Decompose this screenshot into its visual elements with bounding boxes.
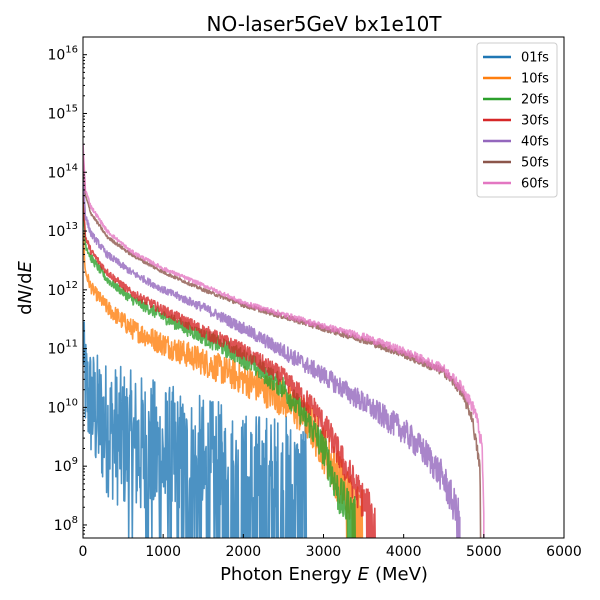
y-axis: 108 109 1010 1011 1012 1013 1014 1015 1016 <box>47 36 87 539</box>
y-tick-label: 1015 <box>47 103 78 122</box>
y-axis-label: dN/dE <box>15 260 36 314</box>
y-axis-label-d1: d <box>15 303 36 314</box>
legend-frame <box>476 42 558 198</box>
y-tick-label: 1011 <box>47 339 78 358</box>
x-axis: 0 1000 2000 3000 4000 5000 6000 <box>79 534 582 560</box>
legend-label-30fs: 30fs <box>521 114 549 129</box>
x-tick-label: 2000 <box>226 544 262 560</box>
series-line-50fs <box>83 153 482 538</box>
legend: 01fs 10fs 20fs 30fs 40fs 50fs 60fs <box>476 42 558 198</box>
series-line-40fs <box>83 167 461 538</box>
y-axis-label-mid: /d <box>15 272 36 290</box>
legend-label-20fs: 20fs <box>521 93 549 108</box>
y-tick-label: 1010 <box>47 397 78 416</box>
legend-label-40fs: 40fs <box>521 135 549 150</box>
y-tick-label: 1016 <box>47 45 78 64</box>
x-axis-label-text: Photon Energy <box>220 564 352 585</box>
legend-label-60fs: 60fs <box>521 177 549 192</box>
x-tick-label: 0 <box>79 544 88 560</box>
y-tick-label: 1013 <box>47 221 78 240</box>
y-tick-label: 1012 <box>47 280 78 299</box>
x-tick-label: 1000 <box>145 544 181 560</box>
series-line-01fs <box>83 321 308 538</box>
series-line-30fs <box>83 192 376 538</box>
legend-label-01fs: 01fs <box>521 51 549 66</box>
chart-title: NO-laser5GeV bx1e10T <box>206 12 442 36</box>
y-tick-label: 1014 <box>47 162 78 181</box>
y-tick-label: 109 <box>54 456 78 475</box>
series-layer <box>83 143 485 538</box>
series-line-60fs <box>83 143 485 538</box>
x-tick-label: 3000 <box>306 544 342 560</box>
y-axis-label-den: E <box>15 260 36 272</box>
legend-label-10fs: 10fs <box>521 72 549 87</box>
x-axis-label: Photon Energy E (MeV) <box>220 564 428 585</box>
y-axis-label-num: N <box>15 290 36 303</box>
x-tick-label: 4000 <box>386 544 422 560</box>
x-axis-label-var: E <box>358 564 370 585</box>
y-tick-label: 108 <box>54 515 78 534</box>
x-tick-label: 5000 <box>466 544 502 560</box>
legend-label-50fs: 50fs <box>521 156 549 171</box>
series-line-20fs <box>83 199 356 538</box>
x-tick-label: 6000 <box>546 544 582 560</box>
x-axis-label-unit: (MeV) <box>375 564 428 585</box>
